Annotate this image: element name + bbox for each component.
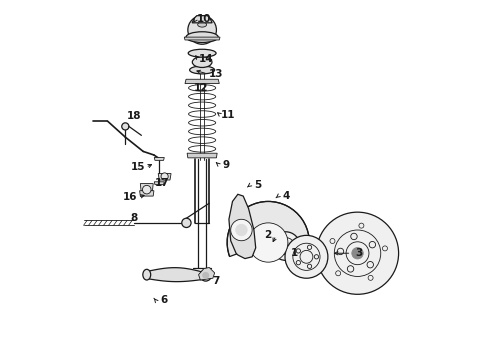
- Text: 5: 5: [254, 180, 261, 190]
- Text: 2: 2: [265, 230, 272, 240]
- Text: 13: 13: [208, 69, 223, 79]
- Polygon shape: [140, 184, 153, 191]
- Polygon shape: [229, 194, 256, 258]
- Text: 16: 16: [122, 192, 137, 202]
- Text: 11: 11: [221, 110, 236, 120]
- Circle shape: [248, 223, 288, 262]
- Text: 12: 12: [194, 83, 209, 93]
- Text: 10: 10: [196, 14, 211, 24]
- Circle shape: [367, 261, 373, 268]
- Text: 8: 8: [130, 213, 137, 223]
- Circle shape: [337, 248, 343, 255]
- Circle shape: [352, 248, 363, 259]
- Polygon shape: [158, 174, 171, 180]
- Circle shape: [296, 261, 300, 265]
- Polygon shape: [184, 37, 220, 40]
- Text: 14: 14: [199, 54, 214, 64]
- Circle shape: [334, 230, 381, 276]
- Text: 7: 7: [212, 276, 220, 286]
- Circle shape: [271, 232, 300, 260]
- Circle shape: [314, 255, 319, 259]
- Circle shape: [307, 245, 312, 249]
- Circle shape: [293, 243, 320, 270]
- Circle shape: [383, 246, 388, 251]
- Circle shape: [317, 212, 398, 294]
- Circle shape: [330, 239, 335, 243]
- Text: 18: 18: [127, 111, 142, 121]
- Polygon shape: [140, 191, 154, 196]
- Polygon shape: [198, 267, 215, 280]
- Ellipse shape: [188, 49, 216, 57]
- Ellipse shape: [143, 269, 151, 280]
- Polygon shape: [192, 16, 212, 23]
- Circle shape: [236, 224, 247, 236]
- Wedge shape: [227, 202, 309, 257]
- Text: 6: 6: [160, 296, 167, 305]
- Circle shape: [188, 16, 217, 44]
- Polygon shape: [187, 153, 217, 158]
- Circle shape: [300, 250, 313, 263]
- Text: 1: 1: [291, 248, 298, 258]
- Polygon shape: [185, 79, 220, 84]
- Circle shape: [161, 173, 168, 180]
- Circle shape: [281, 242, 290, 250]
- Text: 4: 4: [282, 191, 290, 201]
- Circle shape: [336, 271, 341, 276]
- Circle shape: [347, 266, 354, 272]
- Circle shape: [182, 218, 191, 228]
- Circle shape: [369, 242, 376, 248]
- Polygon shape: [145, 268, 206, 282]
- Circle shape: [203, 273, 209, 278]
- Ellipse shape: [190, 66, 215, 74]
- Circle shape: [296, 249, 300, 253]
- Ellipse shape: [192, 57, 212, 67]
- Circle shape: [359, 223, 364, 228]
- Circle shape: [368, 275, 373, 280]
- Circle shape: [122, 123, 129, 130]
- Circle shape: [277, 238, 294, 255]
- Circle shape: [143, 185, 151, 194]
- Circle shape: [351, 233, 357, 240]
- Circle shape: [346, 242, 369, 265]
- Circle shape: [307, 264, 312, 269]
- Polygon shape: [154, 182, 164, 185]
- Ellipse shape: [186, 32, 218, 42]
- Circle shape: [231, 219, 252, 241]
- Text: 3: 3: [356, 248, 363, 258]
- Ellipse shape: [197, 22, 207, 27]
- Circle shape: [200, 270, 211, 281]
- Text: 9: 9: [223, 159, 230, 170]
- Circle shape: [285, 235, 328, 278]
- Polygon shape: [154, 157, 164, 160]
- Text: 17: 17: [155, 178, 170, 188]
- Text: 15: 15: [130, 162, 145, 172]
